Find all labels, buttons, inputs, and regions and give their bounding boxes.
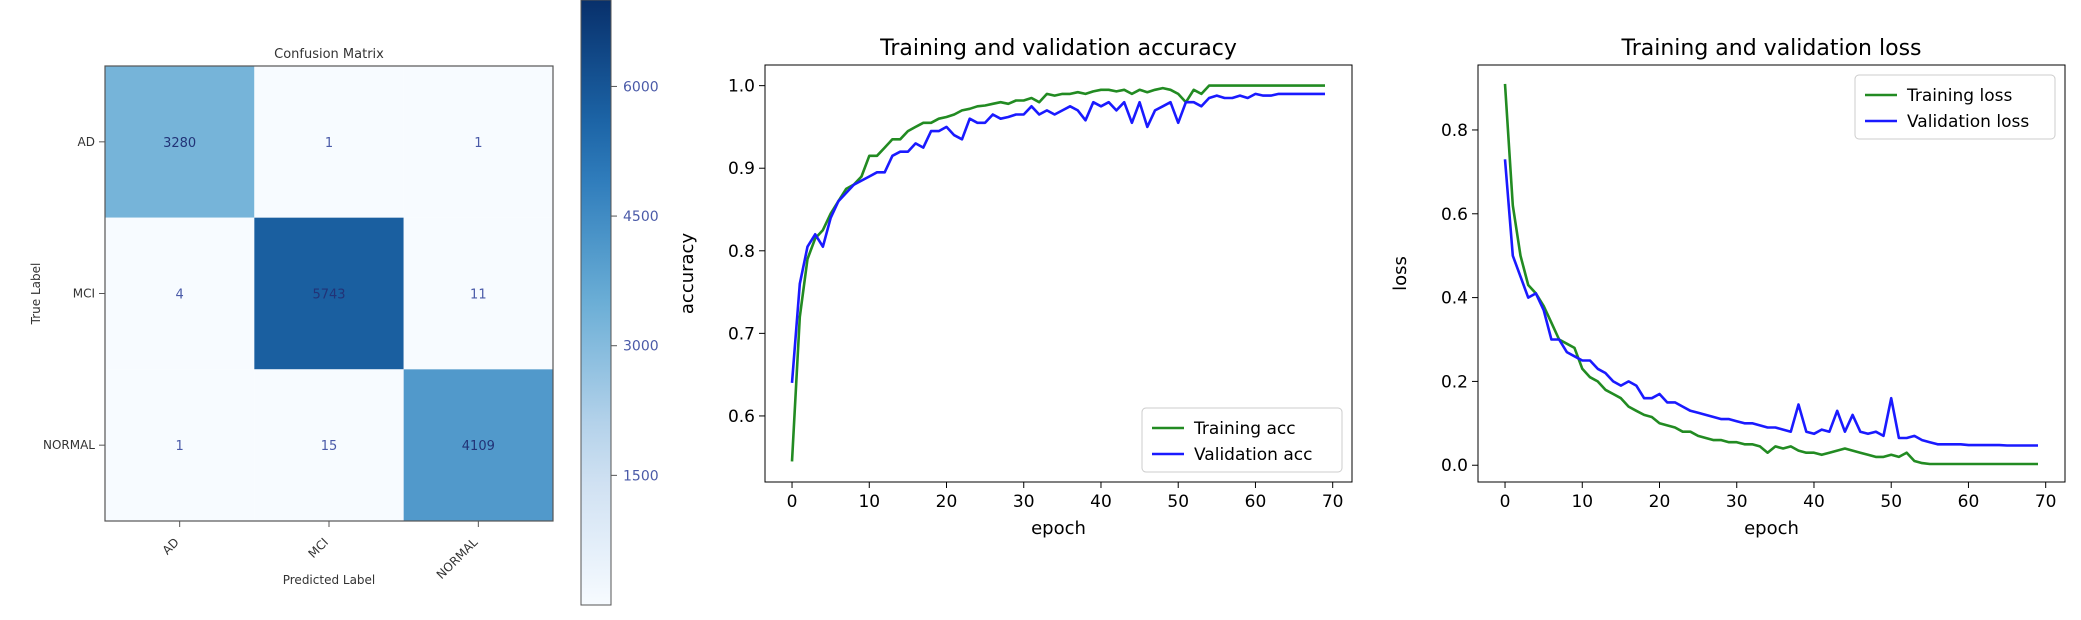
loss-chart-legend: Training loss Validation loss xyxy=(1854,74,2056,140)
x-tick-label: 50 xyxy=(1167,492,1189,512)
y-tick-label: 0.8 xyxy=(1441,121,1468,141)
x-tick-label: 60 xyxy=(1245,492,1267,512)
cell-value-label: 11 xyxy=(470,288,487,303)
x-tick-label: 30 xyxy=(1726,492,1748,512)
matrix-cell xyxy=(254,217,404,370)
y-tick-label: 0.7 xyxy=(728,324,755,344)
colorbar-gradient xyxy=(580,0,612,606)
cell-value-label: 4109 xyxy=(462,439,495,454)
cell-value-label: 5743 xyxy=(312,288,345,303)
matrix-cell xyxy=(254,369,404,521)
loss-chart-title: Training and validation loss xyxy=(1621,36,1922,61)
cell-value-label: 1 xyxy=(325,136,333,151)
accuracy-chart-legend: Training acc Validation acc xyxy=(1141,407,1343,473)
y-tick-label: AD xyxy=(78,135,95,149)
y-tick-label: NORMAL xyxy=(43,438,95,452)
cell-value-label: 1 xyxy=(176,439,184,454)
cell-value-label: 15 xyxy=(321,439,338,454)
y-tick-label: MCI xyxy=(73,287,95,301)
x-tick-label: NORMAL xyxy=(434,535,481,582)
x-tick-label: 40 xyxy=(1803,492,1825,512)
y-tick-label: 0.9 xyxy=(728,159,755,179)
x-axis-label: Predicted Label xyxy=(283,573,376,587)
x-tick-label: 0 xyxy=(1500,492,1511,512)
cell-value-label: 4 xyxy=(176,288,184,303)
y-tick-label: 0.2 xyxy=(1441,372,1468,392)
colorbar: 1500 3000 4500 6000 xyxy=(580,0,659,606)
y-tick-label: 0.6 xyxy=(1441,205,1468,225)
matrix-cell xyxy=(105,369,255,521)
y-tick-label: 1.0 xyxy=(728,77,755,97)
y-tick-label: 0.0 xyxy=(1441,456,1468,476)
x-tick-label: 60 xyxy=(1958,492,1980,512)
matrix-cell xyxy=(403,217,553,370)
colorbar-tick-label: 1500 xyxy=(623,468,659,484)
x-tick-label: AD xyxy=(160,535,182,557)
loss-chart-y-axis-label: loss xyxy=(1390,256,1411,291)
legend-label: Training loss xyxy=(1906,86,2012,106)
colorbar-tick-label: 3000 xyxy=(623,339,659,355)
legend-box xyxy=(1854,74,2056,140)
legend-label: Validation loss xyxy=(1907,112,2029,132)
y-tick-label: 0.6 xyxy=(728,407,755,427)
loss-chart-series-line-2 xyxy=(1503,159,2038,447)
accuracy-chart-series-line-1 xyxy=(790,84,1325,462)
cell-value-label: 3280 xyxy=(163,136,196,151)
matrix-cell xyxy=(105,66,255,218)
x-tick-label: 40 xyxy=(1090,492,1112,512)
matrix-cell xyxy=(403,369,553,521)
matrix-cell xyxy=(105,217,255,370)
cell-value-label: 1 xyxy=(474,136,482,151)
x-tick-label: 20 xyxy=(1649,492,1671,512)
accuracy-chart-y-axis-label: accuracy xyxy=(677,233,698,315)
accuracy-chart-series-line-2 xyxy=(790,92,1325,384)
colorbar-tick-label: 6000 xyxy=(623,79,659,95)
x-tick-label: 50 xyxy=(1880,492,1902,512)
x-tick-label: 10 xyxy=(1571,492,1593,512)
y-tick-label: 0.8 xyxy=(728,242,755,262)
accuracy-chart-title: Training and validation accuracy xyxy=(879,36,1237,61)
accuracy-chart-panel: Training and validation accuracy 0 10 20 30 4… xyxy=(677,36,1353,539)
loss-chart-panel: Training and validation loss 0 10 20 30 40 50 6… xyxy=(1390,36,2066,539)
x-tick-label: MCI xyxy=(305,535,331,561)
legend-box xyxy=(1141,407,1343,473)
x-tick-label: 10 xyxy=(858,492,880,512)
loss-chart-x-axis-label: epoch xyxy=(1744,518,1799,539)
accuracy-chart-x-axis-label: epoch xyxy=(1031,518,1086,539)
matrix-cell xyxy=(254,66,404,218)
x-tick-label: 70 xyxy=(1322,492,1344,512)
x-tick-label: 20 xyxy=(936,492,958,512)
x-tick-label: 30 xyxy=(1013,492,1035,512)
confusion-matrix-title: Confusion Matrix xyxy=(274,47,384,62)
x-tick-label: 70 xyxy=(2035,492,2057,512)
x-tick-label: 0 xyxy=(787,492,798,512)
y-axis-label: True Label xyxy=(29,263,43,326)
legend-label: Validation acc xyxy=(1194,445,1312,465)
matrix-cell xyxy=(403,66,553,218)
legend-label: Training acc xyxy=(1193,419,1296,439)
colorbar-tick-label: 4500 xyxy=(623,209,659,225)
y-tick-label: 0.4 xyxy=(1441,289,1468,309)
loss-chart-series-line-1 xyxy=(1503,83,2038,466)
